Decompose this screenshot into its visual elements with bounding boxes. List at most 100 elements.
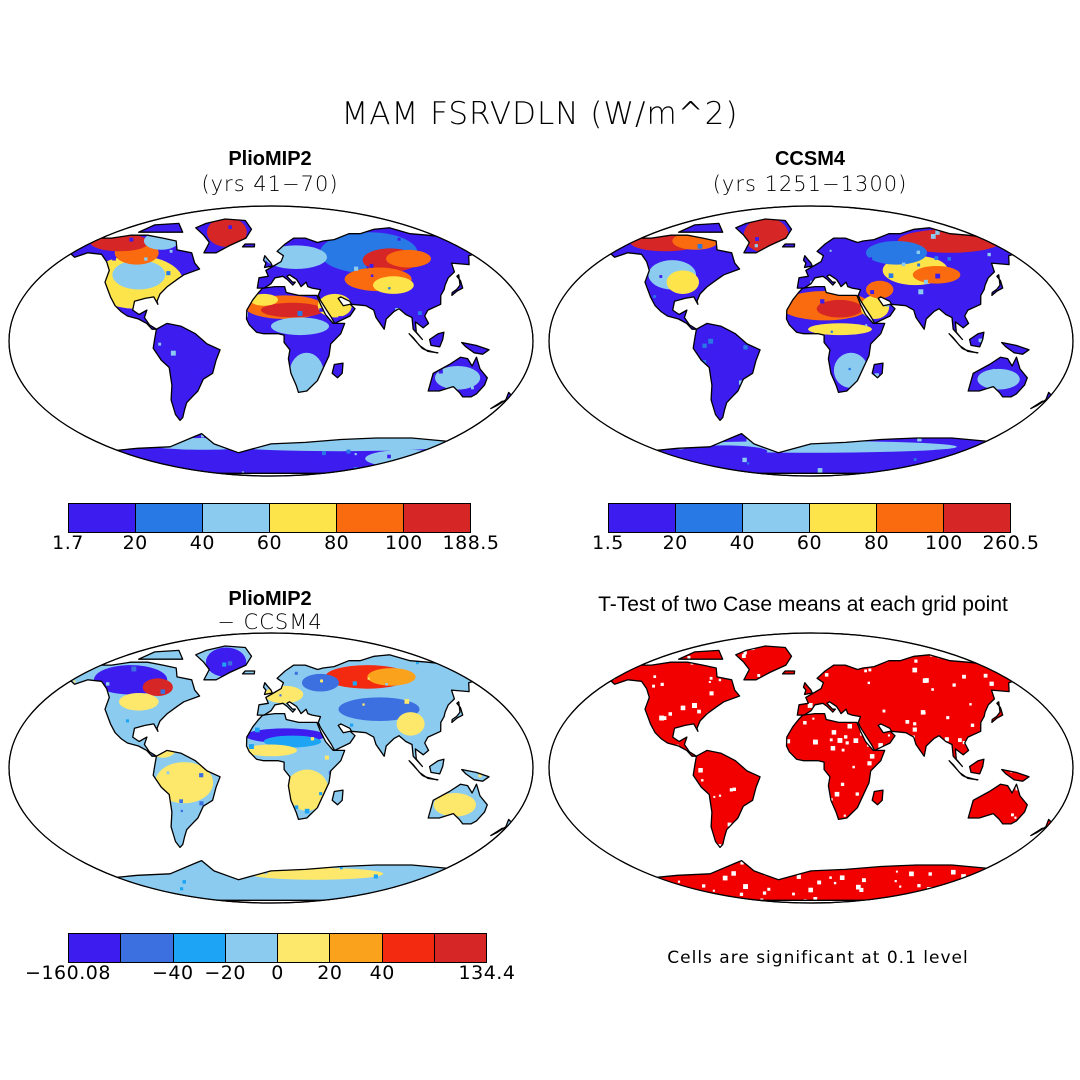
field-cell <box>874 373 879 378</box>
field-cell <box>859 887 864 892</box>
colorbar-box <box>609 504 676 532</box>
field-patch <box>301 673 339 692</box>
field-cell <box>894 880 897 883</box>
field-cell <box>645 646 648 649</box>
field-cell <box>916 206 920 210</box>
coastline-eurasia <box>796 227 1023 341</box>
field-patch <box>250 293 278 306</box>
field-cell <box>520 253 525 258</box>
field-cell <box>567 860 570 863</box>
coastline-madagascar <box>331 362 344 379</box>
field-cell <box>796 874 801 879</box>
field-cell <box>817 880 822 885</box>
field-cell <box>882 709 886 713</box>
field-cell <box>973 881 978 886</box>
field-cell <box>571 707 573 709</box>
coastline-newguinea <box>1001 768 1030 782</box>
field-cell <box>935 273 941 279</box>
field-cell <box>852 765 855 769</box>
field-cell <box>454 371 457 374</box>
field-cell <box>516 695 519 698</box>
coastline-namerica <box>68 661 201 757</box>
field-cell <box>708 338 714 344</box>
field-cell <box>1035 639 1039 643</box>
field-cell <box>1047 677 1052 682</box>
field-cell <box>969 703 972 706</box>
coastline-iceland <box>241 243 256 248</box>
colorbar-box <box>69 504 136 532</box>
field-cell <box>741 654 746 658</box>
field-cell <box>264 871 268 875</box>
field-cell <box>698 768 703 773</box>
field-cell <box>385 683 388 686</box>
colorbar-box <box>330 934 383 962</box>
colorbar-difference <box>68 933 487 963</box>
field-cell <box>869 257 873 260</box>
field-cell <box>556 679 561 684</box>
field-cell <box>496 662 499 665</box>
field-cell <box>928 872 932 876</box>
field-cell <box>517 691 521 695</box>
field-cell <box>1068 736 1072 740</box>
field-cell <box>421 904 424 907</box>
field-patch <box>207 219 247 247</box>
coastline-indonesia <box>408 760 439 781</box>
colorbar-box <box>203 504 270 532</box>
field-cell <box>920 637 922 639</box>
field-cell <box>672 900 675 901</box>
field-cell <box>867 761 872 766</box>
field-cell <box>437 722 442 726</box>
field-cell <box>878 743 883 748</box>
field-cell <box>737 341 740 345</box>
coastline-borneo <box>968 758 985 775</box>
field-cell <box>125 719 129 723</box>
field-cell <box>1068 825 1070 827</box>
field-cell <box>579 231 582 234</box>
coastline-namerica <box>608 661 741 757</box>
field-cell <box>636 880 641 885</box>
field-cell <box>169 249 173 253</box>
colorbar-box <box>337 504 404 532</box>
field-cell <box>917 884 921 888</box>
field-cell <box>199 801 204 806</box>
field-cell <box>905 720 910 724</box>
field-cell <box>319 308 323 312</box>
field-cell <box>831 730 837 735</box>
field-patch <box>245 744 297 757</box>
field-cell <box>553 713 555 715</box>
field-cell <box>590 437 594 441</box>
field-cell <box>91 871 96 876</box>
significance-note: Cells are significant at 0.1 level <box>667 948 969 968</box>
coastline-greenland <box>195 645 253 681</box>
field-cell <box>991 248 996 253</box>
field-cell <box>144 257 148 261</box>
colorbar-box <box>270 504 337 532</box>
field-cell <box>170 350 176 356</box>
panel-1-title: PlioMIP2 <box>228 148 312 170</box>
field-cell <box>920 710 926 715</box>
field-cell <box>418 237 422 240</box>
field-cell <box>829 738 833 742</box>
colorbar-box <box>225 934 278 962</box>
field-cell <box>58 456 61 459</box>
field-cell <box>503 635 506 638</box>
field-cell <box>668 712 672 716</box>
field-cell <box>574 642 578 646</box>
field-cell <box>858 276 863 281</box>
field-cell <box>228 225 232 229</box>
field-cell <box>864 669 867 673</box>
field-cell <box>844 735 848 739</box>
field-patch <box>866 241 927 265</box>
field-cell <box>1056 676 1060 680</box>
field-cell <box>970 723 975 727</box>
field-cell <box>733 264 737 267</box>
colorbar-tick-label: 20 <box>662 532 688 554</box>
field-cell <box>158 342 162 346</box>
coastline-australia <box>427 783 488 825</box>
colorbar-box <box>810 504 877 532</box>
field-cell <box>762 891 767 895</box>
field-cell <box>1026 877 1031 882</box>
field-cell <box>16 632 21 637</box>
field-cell <box>495 412 499 416</box>
field-cell <box>1024 892 1028 895</box>
